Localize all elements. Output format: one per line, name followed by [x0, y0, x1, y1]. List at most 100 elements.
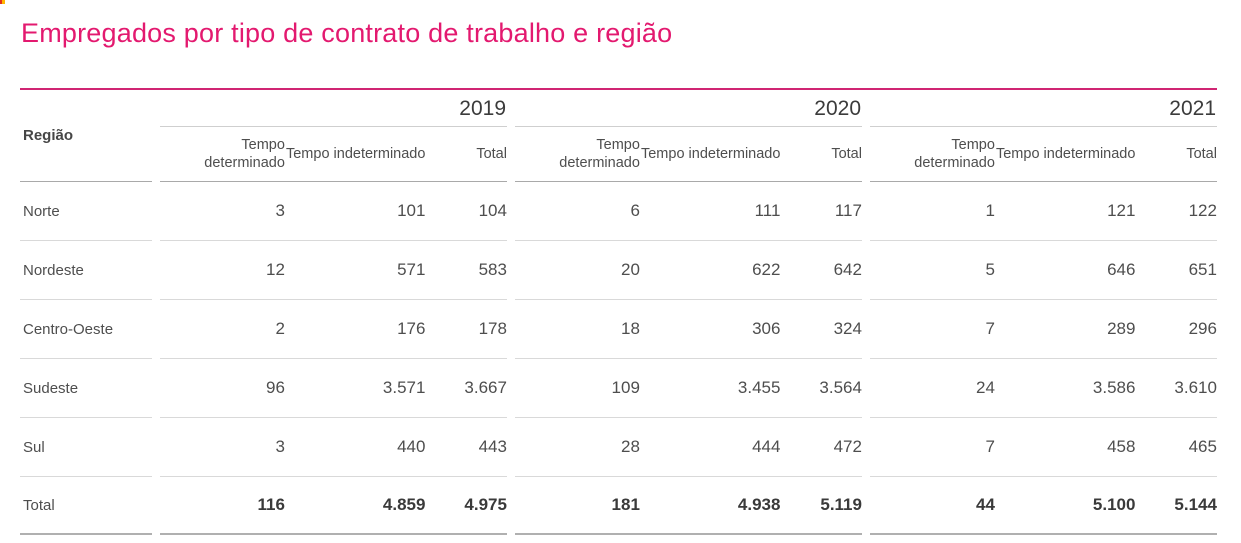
value-cell: 289 — [1107, 319, 1136, 338]
corner-logo-red-block — [0, 0, 2, 4]
employees-table: Região 2019 Tempo determinado Tempo indeter… — [20, 88, 1217, 535]
value-cell: 622 — [752, 260, 781, 279]
value-group-2020: 18 306 324 — [515, 300, 862, 359]
value-group-2019: 3 101 104 — [160, 182, 507, 241]
value-cell: 7 — [985, 437, 995, 456]
value-cell: 306 — [752, 319, 781, 338]
value-group-2021: 1 121 122 — [870, 182, 1217, 241]
value-cell: 443 — [478, 437, 507, 456]
value-cell: 28 — [620, 437, 640, 456]
value-cell: 3.610 — [1174, 378, 1217, 397]
year-group-header-2019: 2019 Tempo determinado Tempo indeterminado… — [160, 90, 507, 182]
year-underline — [870, 126, 1217, 128]
value-cell: 109 — [611, 378, 640, 397]
value-cell: 5.144 — [1174, 495, 1217, 514]
value-cell: 3 — [275, 437, 285, 456]
value-cell: 111 — [754, 201, 781, 220]
year-underline — [515, 126, 862, 128]
value-cell: 4.975 — [464, 495, 507, 514]
value-cell: 646 — [1107, 260, 1136, 279]
value-cell: 18 — [620, 319, 640, 338]
value-cell: 7 — [985, 319, 995, 338]
value-cell: 571 — [397, 260, 426, 279]
column-header: Total — [1186, 145, 1217, 162]
column-header: Total — [831, 145, 862, 162]
value-group-2019: 12 571 583 — [160, 241, 507, 300]
value-cell: 2 — [275, 319, 285, 338]
value-cell: 458 — [1107, 437, 1136, 456]
value-cell: 3.455 — [737, 378, 781, 397]
subcolumn-headers: Tempo determinado Tempo indeterminado Tota… — [870, 127, 1217, 181]
value-group-2019: 96 3.571 3.667 — [160, 359, 507, 418]
value-group-2019: 3 440 443 — [160, 418, 507, 477]
value-group-2019: 116 4.859 4.975 — [160, 477, 507, 535]
value-cell: 1 — [985, 201, 995, 220]
page-title: Empregados por tipo de contrato de traba… — [21, 18, 673, 48]
value-cell: 465 — [1188, 437, 1217, 456]
value-cell: 5 — [985, 260, 995, 279]
value-cell: 5.119 — [820, 495, 862, 514]
corner-logo-fragment — [0, 0, 5, 4]
region-cell: Sul — [20, 418, 152, 477]
value-cell: 440 — [397, 437, 426, 456]
region-column-header: Região — [20, 90, 152, 182]
value-group-2021: 5 646 651 — [870, 241, 1217, 300]
value-cell: 122 — [1188, 201, 1217, 220]
value-group-2021: 7 458 465 — [870, 418, 1217, 477]
value-cell: 651 — [1188, 260, 1217, 279]
value-cell: 44 — [975, 495, 995, 514]
column-header: Tempo indeterminado — [285, 145, 426, 162]
value-cell: 444 — [752, 437, 781, 456]
value-cell: 121 — [1107, 201, 1136, 220]
year-label: 2021 — [1169, 97, 1216, 120]
subcolumn-headers: Tempo determinado Tempo indeterminado Tota… — [160, 127, 507, 181]
value-cell: 116 — [257, 495, 285, 514]
value-cell: 3.571 — [382, 378, 426, 397]
value-group-2021: 24 3.586 3.610 — [870, 359, 1217, 418]
region-cell: Norte — [20, 182, 152, 241]
value-cell: 296 — [1188, 319, 1217, 338]
value-group-2020: 181 4.938 5.119 — [515, 477, 862, 535]
value-cell: 176 — [397, 319, 426, 338]
value-cell: 3 — [275, 201, 285, 220]
value-cell: 472 — [833, 437, 862, 456]
value-cell: 642 — [833, 260, 862, 279]
year-label: 2019 — [459, 97, 506, 120]
value-cell: 101 — [397, 201, 426, 220]
region-cell: Nordeste — [20, 241, 152, 300]
region-cell: Total — [20, 477, 152, 535]
region-cell: Sudeste — [20, 359, 152, 418]
value-group-2021: 44 5.100 5.144 — [870, 477, 1217, 535]
value-cell: 12 — [265, 260, 285, 279]
value-group-2019: 2 176 178 — [160, 300, 507, 359]
value-cell: 181 — [611, 495, 640, 514]
year-group-header-2020: 2020 Tempo determinado Tempo indeterminado… — [515, 90, 862, 182]
corner-logo-yellow-block — [2, 0, 5, 4]
year-label: 2020 — [814, 97, 861, 120]
value-cell: 6 — [630, 201, 640, 220]
column-header: Tempo determinado — [204, 136, 285, 172]
value-cell: 583 — [478, 260, 507, 279]
value-cell: 20 — [620, 260, 640, 279]
value-cell: 96 — [265, 378, 285, 397]
region-cell: Centro-Oeste — [20, 300, 152, 359]
value-cell: 3.564 — [819, 378, 862, 397]
column-header: Tempo determinado — [559, 136, 640, 172]
column-header: Total — [476, 145, 507, 162]
subcolumn-headers: Tempo determinado Tempo indeterminado Tota… — [515, 127, 862, 181]
value-cell: 117 — [834, 201, 862, 220]
value-cell: 324 — [833, 319, 862, 338]
value-group-2020: 6 111 117 — [515, 182, 862, 241]
column-header: Tempo indeterminado — [995, 145, 1136, 162]
column-header: Tempo indeterminado — [640, 145, 781, 162]
value-group-2020: 20 622 642 — [515, 241, 862, 300]
year-underline — [160, 126, 507, 128]
value-cell: 24 — [975, 378, 995, 397]
value-cell: 4.859 — [382, 495, 426, 514]
employees-table-container: Região 2019 Tempo determinado Tempo indeter… — [20, 88, 1217, 535]
value-group-2020: 109 3.455 3.564 — [515, 359, 862, 418]
value-cell: 4.938 — [737, 495, 781, 514]
year-group-header-2021: 2021 Tempo determinado Tempo indeterminado… — [870, 90, 1217, 182]
column-header: Tempo determinado — [914, 136, 995, 172]
